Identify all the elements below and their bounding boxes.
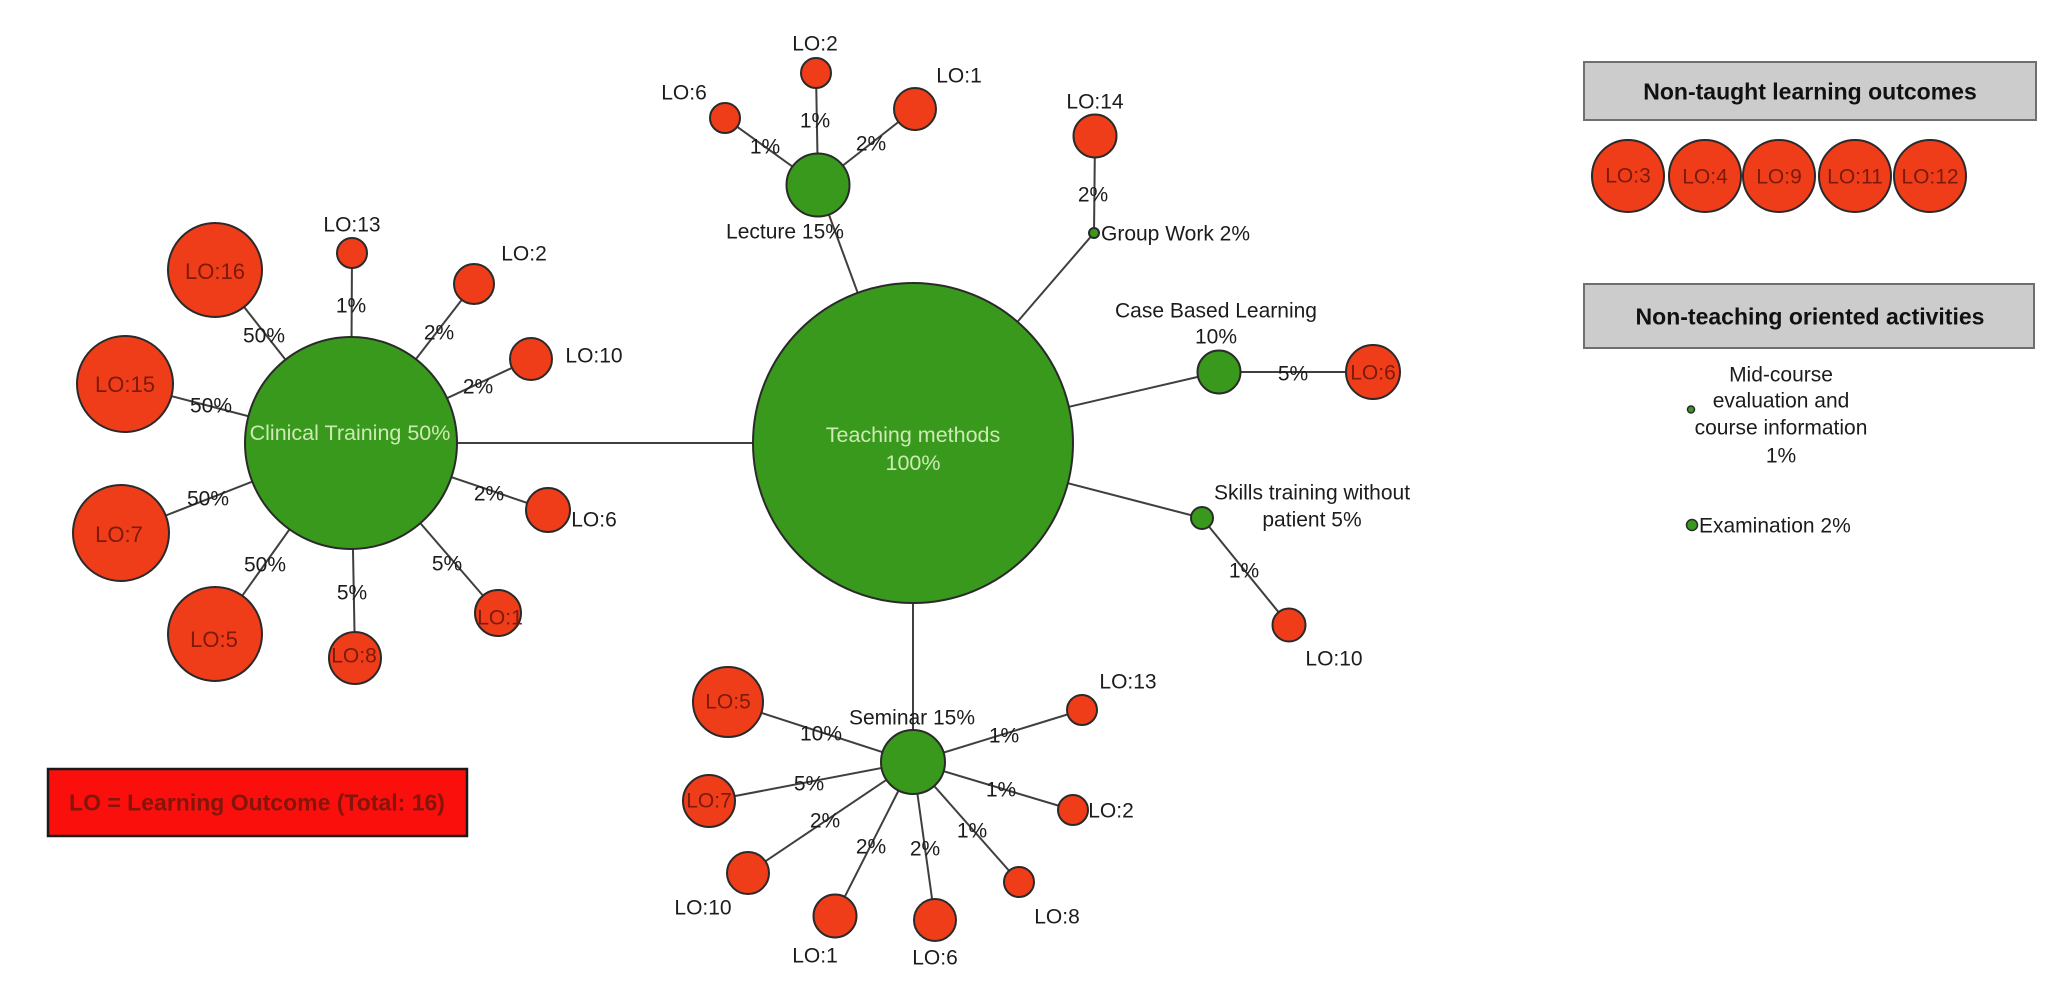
svg-text:Case Based Learning: Case Based Learning	[1115, 300, 1317, 323]
svg-text:Clinical Training 50%: Clinical Training 50%	[250, 421, 451, 445]
svg-text:1%: 1%	[750, 136, 780, 159]
svg-text:10%: 10%	[800, 723, 842, 746]
svg-text:5%: 5%	[432, 553, 462, 576]
svg-text:LO:6: LO:6	[912, 947, 958, 970]
svg-text:LO = Learning Outcome (Total:: LO = Learning Outcome (Total: 16)	[69, 789, 445, 815]
svg-text:LO:9: LO:9	[1756, 166, 1802, 189]
svg-text:LO:10: LO:10	[674, 897, 731, 920]
svg-text:LO:8: LO:8	[1034, 906, 1080, 929]
svg-text:5%: 5%	[337, 582, 367, 605]
svg-text:Mid-course: Mid-course	[1729, 364, 1833, 387]
svg-text:Lecture 15%: Lecture 15%	[726, 221, 844, 244]
svg-text:2%: 2%	[463, 376, 493, 399]
svg-text:2%: 2%	[856, 133, 886, 156]
svg-text:2%: 2%	[474, 483, 504, 506]
svg-text:patient 5%: patient 5%	[1262, 509, 1361, 532]
svg-text:100%: 100%	[886, 451, 941, 475]
svg-text:1%: 1%	[986, 779, 1016, 802]
svg-text:Teaching methods: Teaching methods	[826, 423, 1001, 447]
svg-text:evaluation and: evaluation and	[1713, 390, 1850, 413]
svg-text:5%: 5%	[1278, 363, 1308, 386]
svg-text:LO:14: LO:14	[1066, 91, 1124, 114]
svg-text:10%: 10%	[1195, 326, 1237, 349]
svg-text:1%: 1%	[989, 725, 1019, 748]
svg-text:Non-teaching oriented activiti: Non-teaching oriented activities	[1636, 303, 1985, 329]
svg-text:LO:2: LO:2	[1088, 800, 1134, 823]
svg-text:LO:1: LO:1	[477, 607, 523, 630]
svg-text:LO:2: LO:2	[792, 33, 838, 56]
svg-text:LO:1: LO:1	[792, 945, 838, 968]
svg-text:LO:7: LO:7	[686, 790, 732, 813]
svg-text:LO:3: LO:3	[1605, 165, 1651, 188]
svg-text:LO:4: LO:4	[1682, 166, 1728, 189]
svg-text:1%: 1%	[1229, 560, 1259, 583]
svg-text:LO:10: LO:10	[565, 345, 622, 368]
svg-text:Seminar 15%: Seminar 15%	[849, 707, 975, 730]
svg-text:2%: 2%	[910, 838, 940, 861]
svg-text:50%: 50%	[243, 325, 285, 348]
svg-text:LO:15: LO:15	[95, 372, 155, 397]
svg-text:5%: 5%	[794, 773, 824, 796]
svg-text:LO:1: LO:1	[936, 65, 982, 88]
svg-text:LO:6: LO:6	[571, 509, 617, 532]
svg-text:LO:11: LO:11	[1827, 166, 1883, 189]
svg-text:1%: 1%	[1766, 445, 1796, 468]
svg-text:50%: 50%	[190, 395, 232, 418]
svg-text:LO:5: LO:5	[705, 691, 751, 714]
svg-text:2%: 2%	[810, 810, 840, 833]
svg-text:Group Work 2%: Group Work 2%	[1101, 223, 1250, 246]
svg-text:LO:2: LO:2	[501, 243, 547, 266]
svg-text:LO:16: LO:16	[185, 259, 245, 284]
svg-text:LO:8: LO:8	[331, 645, 377, 668]
svg-text:LO:13: LO:13	[323, 214, 380, 237]
svg-text:50%: 50%	[187, 488, 229, 511]
svg-text:LO:12: LO:12	[1901, 166, 1958, 189]
svg-text:2%: 2%	[424, 322, 454, 345]
svg-text:course information: course information	[1695, 417, 1868, 440]
svg-text:2%: 2%	[1078, 184, 1108, 207]
svg-text:Skills training without: Skills training without	[1214, 482, 1410, 505]
svg-text:1%: 1%	[957, 820, 987, 843]
svg-text:LO:10: LO:10	[1305, 648, 1362, 671]
svg-text:LO:6: LO:6	[1350, 362, 1396, 385]
svg-text:50%: 50%	[244, 554, 286, 577]
svg-text:1%: 1%	[336, 295, 366, 318]
svg-text:LO:6: LO:6	[661, 82, 707, 105]
svg-text:1%: 1%	[800, 110, 830, 133]
svg-text:Examination 2%: Examination 2%	[1699, 515, 1851, 538]
svg-text:LO:13: LO:13	[1099, 671, 1156, 694]
svg-text:LO:7: LO:7	[95, 522, 143, 547]
svg-text:2%: 2%	[856, 836, 886, 859]
svg-text:LO:5: LO:5	[190, 627, 238, 652]
svg-text:Non-taught learning outcomes: Non-taught learning outcomes	[1643, 78, 1977, 104]
